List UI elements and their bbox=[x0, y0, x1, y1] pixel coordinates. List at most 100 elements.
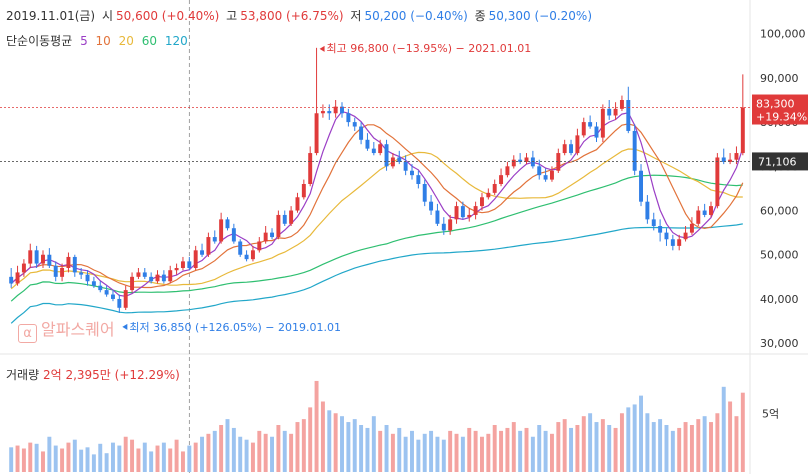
volume-bar bbox=[187, 445, 192, 472]
candle-body bbox=[161, 274, 166, 282]
volume-bar bbox=[454, 433, 459, 472]
candle-body bbox=[645, 201, 650, 220]
ma5-line bbox=[10, 110, 744, 297]
volume-bar bbox=[499, 430, 504, 472]
candle-body bbox=[492, 184, 497, 193]
candle-body bbox=[187, 261, 192, 268]
volume-bar bbox=[581, 416, 586, 472]
volume-bar bbox=[530, 436, 535, 472]
candle-body bbox=[174, 268, 179, 271]
candle-body bbox=[180, 261, 185, 268]
volume-bar bbox=[15, 445, 20, 472]
candle-body bbox=[556, 153, 561, 171]
volume-bar bbox=[41, 451, 45, 472]
volume-bar bbox=[613, 427, 618, 472]
ma60-legend: 60 bbox=[141, 34, 158, 48]
volume-bar bbox=[244, 439, 249, 472]
candle-body bbox=[206, 237, 211, 255]
candle-body bbox=[333, 106, 338, 114]
volume-bar bbox=[250, 442, 255, 472]
volume-value: 2억 2,395만 (+12.29%) bbox=[42, 368, 180, 382]
volume-bar bbox=[352, 419, 357, 472]
candle-body bbox=[651, 219, 656, 226]
candle-body bbox=[200, 250, 205, 255]
candle-body bbox=[454, 206, 459, 220]
y-tick-label: 50,000 bbox=[760, 249, 799, 262]
volume-bar bbox=[480, 436, 484, 472]
volume-bar bbox=[257, 430, 262, 472]
ma-legend-label: 단순이동평균 bbox=[6, 34, 73, 48]
volume-bar bbox=[295, 422, 300, 472]
volume-bar bbox=[435, 436, 440, 472]
candle-body bbox=[168, 270, 173, 282]
close-label: 종 bbox=[474, 9, 486, 23]
candle-body bbox=[410, 170, 414, 176]
high-arrow-icon bbox=[319, 45, 325, 52]
volume-bar bbox=[219, 425, 224, 472]
candle-body bbox=[320, 111, 325, 114]
candle-body bbox=[588, 122, 593, 127]
current-price-change: +19.34% bbox=[756, 111, 807, 124]
candle-body bbox=[569, 144, 574, 154]
candle-body bbox=[295, 197, 300, 211]
volume-bar bbox=[365, 427, 370, 472]
volume-bar bbox=[709, 422, 713, 472]
volume-bar bbox=[136, 448, 141, 472]
volume-bar bbox=[658, 419, 663, 472]
volume-bar bbox=[569, 427, 574, 472]
header-date: 2019.11.01(금) bbox=[6, 9, 96, 23]
candle-body bbox=[734, 153, 739, 160]
candle-body bbox=[371, 148, 376, 154]
y-tick-label: 90,000 bbox=[760, 72, 799, 85]
volume-bar bbox=[34, 443, 39, 472]
volume-bar bbox=[301, 419, 306, 472]
volume-bar bbox=[238, 436, 243, 472]
candle-body bbox=[60, 268, 65, 277]
current-price-tag bbox=[752, 94, 808, 125]
candle-body bbox=[250, 250, 255, 260]
volume-bar bbox=[270, 436, 274, 472]
candle-body bbox=[130, 276, 135, 291]
candle-body bbox=[327, 111, 332, 114]
candle-body bbox=[626, 100, 631, 131]
candle-body bbox=[244, 254, 249, 260]
open-value: 50,600 (+0.40%) bbox=[116, 9, 220, 23]
volume-bar bbox=[193, 442, 198, 472]
candle-body bbox=[378, 144, 383, 154]
candle-body bbox=[263, 232, 268, 242]
candle-body bbox=[225, 219, 230, 229]
candle-body bbox=[314, 113, 319, 154]
volume-bar bbox=[130, 439, 135, 472]
candle-body bbox=[123, 290, 128, 308]
candle-body bbox=[499, 175, 504, 184]
volume-bar bbox=[721, 386, 726, 472]
volume-bar bbox=[600, 419, 605, 472]
volume-bar bbox=[562, 419, 567, 472]
volume-bar bbox=[390, 433, 395, 472]
volume-bar bbox=[632, 404, 637, 472]
volume-bar bbox=[740, 392, 745, 472]
volume-bar bbox=[441, 439, 446, 472]
volume-bar bbox=[28, 442, 33, 472]
volume-bar bbox=[98, 443, 103, 472]
high-annotation: 최고 96,800 (−13.95%) − 2021.01.01 bbox=[327, 42, 532, 55]
ma120-line bbox=[10, 223, 743, 324]
open-label: 시 bbox=[101, 9, 113, 23]
candle-body bbox=[257, 241, 262, 251]
volume-bar bbox=[549, 433, 554, 472]
volume-bar bbox=[473, 430, 478, 472]
volume-bar bbox=[556, 422, 561, 472]
volume-bar bbox=[149, 451, 154, 472]
ma-legend[interactable]: 단순이동평균 5 10 20 60 120 bbox=[6, 32, 192, 49]
candle-body bbox=[702, 210, 707, 215]
volume-bar bbox=[21, 448, 26, 472]
volume-bar bbox=[384, 425, 389, 472]
volume-bar bbox=[206, 433, 211, 472]
candle-body bbox=[607, 108, 612, 116]
candle-body bbox=[480, 197, 484, 207]
candle-body bbox=[117, 298, 122, 308]
candle-body bbox=[670, 239, 675, 246]
volume-bar bbox=[486, 433, 491, 472]
volume-bar bbox=[702, 416, 707, 472]
candle-body bbox=[543, 175, 548, 180]
